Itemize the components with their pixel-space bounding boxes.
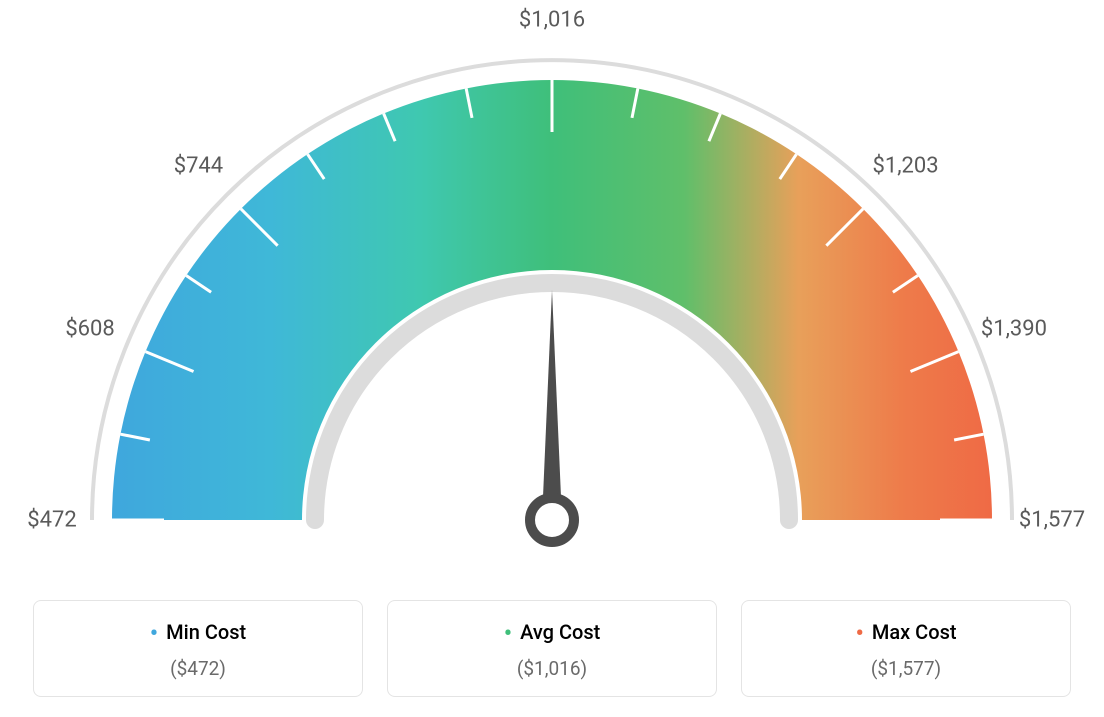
gauge-tick-label: $1,577 [1019,508,1085,533]
gauge-tick-label: $472 [27,508,76,533]
legend-max-label: Max Cost [752,619,1060,647]
legend-min-label: Min Cost [44,619,352,647]
legend-row: Min Cost ($472) Avg Cost ($1,016) Max Co… [20,600,1084,697]
gauge-tick-label: $608 [65,316,114,341]
gauge-tick-label: $1,203 [872,154,938,179]
gauge-tick-label: $1,390 [981,316,1047,341]
legend-avg-label: Avg Cost [398,619,706,647]
legend-min-value: ($472) [44,657,352,680]
cost-gauge-chart: $472$608$744$1,016$1,203$1,390$1,577 [22,20,1082,580]
legend-card-avg: Avg Cost ($1,016) [387,600,717,697]
legend-card-max: Max Cost ($1,577) [741,600,1071,697]
gauge-tick-label: $1,016 [519,8,585,33]
legend-card-min: Min Cost ($472) [33,600,363,697]
gauge-svg [22,20,1082,580]
legend-max-value: ($1,577) [752,657,1060,680]
legend-avg-value: ($1,016) [398,657,706,680]
gauge-tick-label: $744 [174,154,223,179]
